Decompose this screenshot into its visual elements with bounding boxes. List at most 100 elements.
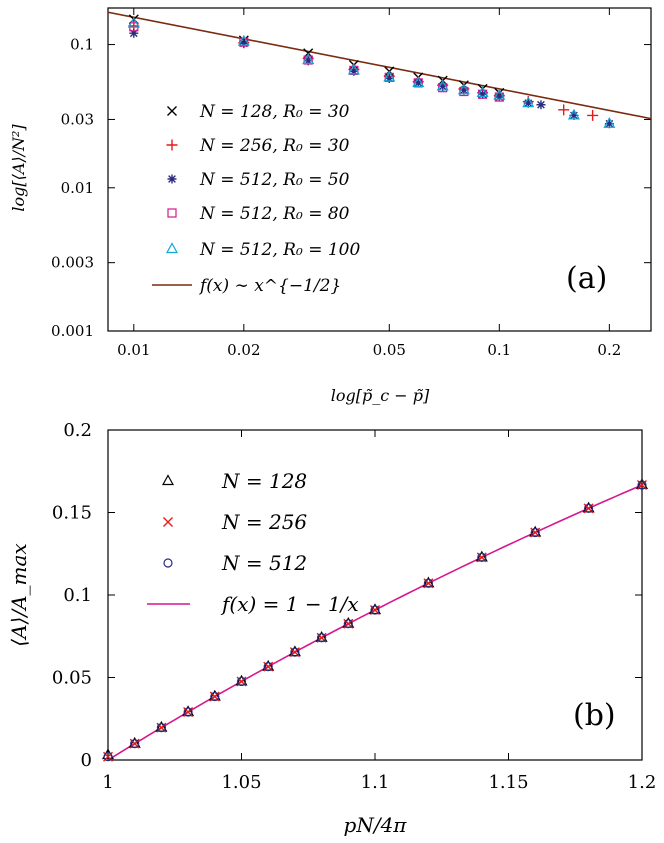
panel-a-point-4 [567, 108, 580, 120]
panel-a-point-2 [349, 66, 359, 76]
panel-a-ytick-label: 0.01 [61, 179, 94, 197]
panel-b-point-2 [210, 691, 220, 702]
panel-a-xtick-label: 0.2 [597, 341, 621, 359]
panel-b-point-2 [370, 605, 380, 615]
panel-a-ylabel: log[⟨A⟩/N²] [9, 124, 28, 212]
panel-b-ytick-label: 0.05 [52, 668, 92, 689]
panel-a-point-4 [522, 96, 535, 108]
panel-b-ytick-label: 0.15 [52, 503, 92, 524]
panel-a-point-2 [459, 85, 469, 95]
panel-a-point-2 [569, 110, 579, 120]
panel-b-point-2 [103, 752, 113, 762]
panel-a-xtick-label: 0.05 [373, 341, 406, 359]
panel-b-points [101, 478, 649, 762]
panel-b-ylabel: ⟨A⟩/A_max [7, 543, 31, 646]
panel-a-xtick-label: 0.01 [117, 341, 150, 359]
panel-b-ticks: 1 1.05 1.1 1.15 1.2 0 0.05 0.1 0.15 0.2 [52, 420, 656, 793]
panel-b-xlabel: pN/4π [344, 813, 408, 837]
panel-a-legend-label-2: N = 512, R₀ = 50 [199, 170, 350, 190]
panel-b-point-2 [637, 480, 647, 490]
panel-a-point-2 [438, 81, 448, 91]
panel-b-legend-label-2: N = 512 [221, 551, 307, 575]
panel-b-frame [107, 429, 643, 761]
panel-b-point-2 [263, 662, 273, 672]
panel-b-legend-marker-2 [163, 558, 173, 568]
panel-a-point-4 [347, 63, 360, 75]
panel-a-point-4 [302, 53, 315, 65]
panel-a-point-2 [129, 28, 139, 38]
panel-a-legend-marker-1 [166, 139, 178, 151]
panel-b-xtick-label: 1.2 [628, 772, 657, 793]
panel-a-point-2 [604, 119, 614, 129]
panel-b-point-2 [236, 676, 247, 687]
panel-b-xtick-label: 1.15 [488, 772, 528, 793]
panel-a-point-4 [383, 70, 396, 82]
panel-a-legend-marker-0 [167, 106, 177, 116]
panel-a-point-4 [237, 34, 250, 46]
panel-a-xtick-label: 0.02 [227, 341, 260, 359]
panel-a: 0.01 0.02 0.05 0.1 0.20.0010.0030.010.030.1 … [9, 7, 652, 405]
panel-a-ytick-label: 0.1 [70, 36, 94, 54]
panel-a-fit-line [107, 11, 652, 120]
panel-b-legend: N = 128 N = 256 N = 512 f(x) = 1 − 1/x [147, 469, 359, 616]
panel-a-legend-label-4: N = 512, R₀ = 100 [199, 240, 360, 260]
panel-a-point-2 [413, 78, 423, 88]
panel-a-label: (a) [566, 261, 607, 296]
panel-a-point-2 [303, 56, 313, 66]
panel-a-legend-fit-label: f(x) ∼ x^{−1/2} [198, 276, 341, 296]
panel-a-point-1 [587, 109, 599, 121]
panel-a-xtick-label: 0.1 [487, 341, 511, 359]
panel-b-point-2 [156, 723, 166, 733]
panel-b-point-2 [583, 503, 594, 513]
panel-b-point-2 [290, 647, 300, 657]
panel-a-legend-marker-2 [167, 174, 177, 184]
panel-a-point-4 [603, 117, 616, 128]
panel-a-point-2 [536, 100, 546, 110]
panel-a-legend-label-1: N = 256, R₀ = 30 [199, 136, 350, 156]
panel-b: 1 1.05 1.1 1.15 1.200.050.10.150.2 N = 128N … [7, 420, 656, 837]
panel-a-frame [107, 7, 652, 332]
panel-b-ytick-label: 0.1 [63, 585, 92, 606]
panel-a-points [127, 14, 616, 129]
panel-b-point-2 [183, 707, 193, 717]
panel-a-fit-layer [107, 11, 652, 120]
panel-b-point-2 [477, 552, 487, 562]
panel-b-legend-marker-1 [163, 517, 173, 527]
panel-b-xtick-label: 1.1 [361, 772, 390, 793]
panel-a-point-4 [412, 76, 425, 87]
panel-a-point-2 [494, 92, 504, 102]
panel-b-point-2 [130, 739, 140, 749]
panel-a-xlabel: log[p̃_c − p̃] [331, 386, 430, 405]
panel-b-legend-marker-0 [161, 474, 175, 486]
panel-b-point-2 [317, 633, 327, 643]
panel-b-xtick-label: 1.05 [221, 772, 261, 793]
panel-b-point-2 [530, 527, 540, 538]
panel-b-ytick-label: 0.2 [63, 420, 92, 441]
panel-b-point-2 [343, 619, 353, 629]
panel-a-ytick-label: 0.001 [51, 322, 94, 340]
panel-a-legend-label-3: N = 512, R₀ = 80 [199, 204, 350, 224]
panel-a-point-4 [457, 83, 470, 95]
panel-a-point-4 [476, 86, 489, 97]
panel-a-point-4 [127, 16, 140, 28]
panel-a-ticks: 0.01 0.02 0.05 0.1 0.2 0.001 0.003 0.01 0.03 0.1 [51, 8, 651, 359]
panel-a-point-4 [493, 88, 506, 100]
panel-a-ytick-label: 0.003 [51, 254, 94, 272]
panel-a-point-2 [523, 98, 533, 108]
panel-b-point-2 [423, 578, 433, 588]
panel-b-fit-layer [107, 484, 643, 761]
panel-a-point-4 [436, 79, 449, 91]
panel-b-xtick-label: 1 [102, 772, 113, 793]
panel-b-legend-fit-label: f(x) = 1 − 1/x [220, 592, 359, 616]
panel-a-point-1 [558, 104, 570, 116]
panel-a-legend-marker-4 [165, 242, 179, 254]
panel-a-legend-label-0: N = 128, R₀ = 30 [199, 102, 350, 122]
panel-a-point-2 [384, 73, 394, 83]
panel-a-point-2 [239, 38, 249, 48]
panel-b-fit-line [107, 484, 643, 761]
panel-a-legend-marker-3 [167, 208, 177, 218]
panel-a-legend: N = 128, R₀ = 30 N = 256, R₀ = 30 N = 512,… [152, 102, 360, 296]
panel-a-point-2 [478, 89, 488, 99]
panel-a-ytick-label: 0.03 [61, 110, 94, 128]
